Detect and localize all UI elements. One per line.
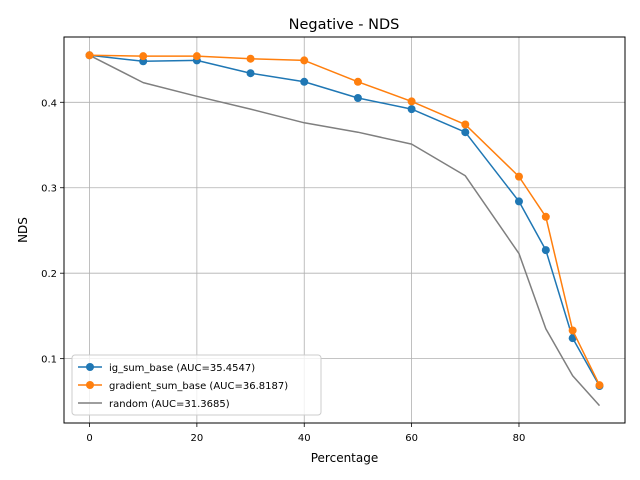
plot-area-frame xyxy=(63,36,626,424)
series-line-ig-sum-base xyxy=(89,54,601,387)
data-point-ig-sum-base xyxy=(353,94,362,103)
series-line-random xyxy=(89,54,601,407)
legend-entry-gradient-sum-base: gradient_sum_base (AUC=36.8187) xyxy=(78,381,288,392)
data-point-gradient-sum-base xyxy=(407,97,416,106)
x-tick-label: 40 xyxy=(298,433,311,444)
x-tick-label: 60 xyxy=(405,433,418,444)
data-point-gradient-sum-base xyxy=(192,52,201,61)
data-point-ig-sum-base xyxy=(514,197,523,206)
y-tick-label: 0.4 xyxy=(41,98,57,109)
y-tick-label: 0.2 xyxy=(41,269,57,280)
y-axis-label: NDS xyxy=(16,217,30,243)
x-tick-label: 0 xyxy=(86,433,92,444)
data-point-gradient-sum-base xyxy=(541,212,550,221)
x-tick-label: 20 xyxy=(191,433,204,444)
data-point-gradient-sum-base xyxy=(139,52,148,61)
y-tick-label: 0.3 xyxy=(41,184,57,195)
data-point-gradient-sum-base xyxy=(353,77,362,86)
data-point-ig-sum-base xyxy=(461,128,470,137)
series-layer xyxy=(85,51,604,407)
data-point-gradient-sum-base xyxy=(246,54,255,63)
data-point-ig-sum-base xyxy=(246,69,255,78)
legend-marker-ig-sum-base xyxy=(86,363,94,371)
legend-frame xyxy=(71,354,322,416)
data-point-gradient-sum-base xyxy=(568,326,577,335)
legend-entry-ig-sum-base: ig_sum_base (AUC=35.4547) xyxy=(78,363,255,374)
legend-marker-gradient-sum-base xyxy=(86,381,94,389)
data-point-gradient-sum-base xyxy=(461,120,470,129)
data-point-ig-sum-base xyxy=(300,77,309,86)
x-tick-label: 80 xyxy=(513,433,526,444)
x-axis-label: Percentage xyxy=(311,451,379,465)
data-point-ig-sum-base xyxy=(407,105,416,114)
series-gradient-sum-base xyxy=(85,51,604,390)
data-point-gradient-sum-base xyxy=(514,172,523,181)
axis-ticks: 0 20 40 60 80 0.1 0.2 0.3 0.4 xyxy=(41,98,525,444)
legend-label-gradient-sum-base: gradient_sum_base (AUC=36.8187) xyxy=(109,381,288,392)
legend-label-random: random (AUC=31.3685) xyxy=(109,399,230,410)
legend-entry-random: random (AUC=31.3685) xyxy=(78,399,230,410)
data-point-gradient-sum-base xyxy=(300,56,309,65)
legend: ig_sum_base (AUC=35.4547) gradient_sum_b… xyxy=(71,354,322,416)
y-tick-label: 0.1 xyxy=(41,355,57,366)
data-point-gradient-sum-base xyxy=(595,381,604,390)
series-random xyxy=(89,54,601,407)
data-point-gradient-sum-base xyxy=(85,51,94,60)
chart-title: Negative - NDS xyxy=(289,17,400,33)
series-line-gradient-sum-base xyxy=(89,54,601,386)
legend-label-ig-sum-base: ig_sum_base (AUC=35.4547) xyxy=(109,363,255,374)
data-point-ig-sum-base xyxy=(541,246,550,255)
